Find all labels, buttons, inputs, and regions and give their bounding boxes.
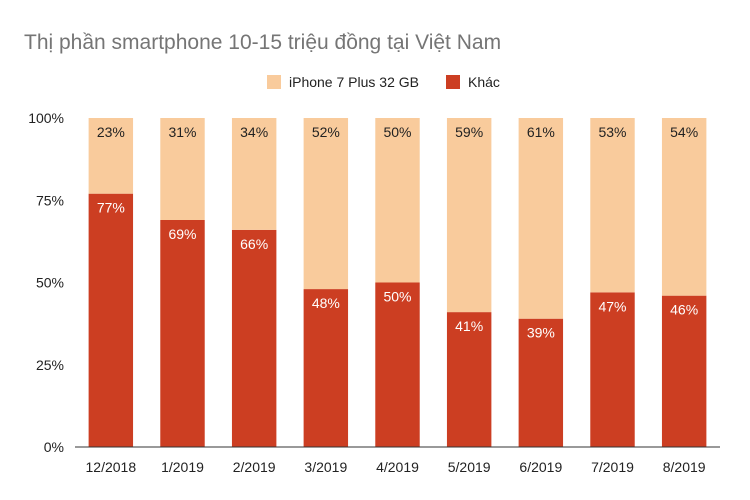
bar-segment <box>160 118 205 220</box>
y-tick-label: 75% <box>36 192 64 208</box>
data-label: 66% <box>240 236 268 252</box>
legend-label: Khác <box>468 74 500 90</box>
data-label: 54% <box>670 124 698 140</box>
bar-segment <box>446 118 492 313</box>
data-label: 53% <box>598 124 626 140</box>
bar-segment <box>446 312 492 447</box>
data-label: 59% <box>455 124 483 140</box>
bar-segment <box>231 229 277 447</box>
x-tick-label: 3/2019 <box>304 459 347 475</box>
x-tick-label: 7/2019 <box>591 459 634 475</box>
data-label: 50% <box>383 124 411 140</box>
y-tick-label: 25% <box>36 357 64 373</box>
bar-segment <box>88 118 134 194</box>
data-label: 52% <box>312 124 340 140</box>
bar-segment <box>661 295 707 447</box>
data-label: 50% <box>383 289 411 305</box>
data-label: 48% <box>312 295 340 311</box>
y-tick-label: 100% <box>28 110 64 126</box>
x-tick-label: 12/2018 <box>86 459 137 475</box>
y-tick-label: 50% <box>36 275 64 291</box>
data-label: 69% <box>168 226 196 242</box>
bars: 77% 23% 69% 31% 66% 34% 48% 52% 50% 50% 41% 59% 39% 6… <box>88 118 707 447</box>
y-axis: 0% 25% 50% 75% 100% <box>28 110 64 455</box>
bar-segment <box>303 289 349 447</box>
bar-segment <box>518 118 564 319</box>
bar-segment <box>590 118 635 293</box>
bar-segment <box>160 219 205 447</box>
bar-segment <box>375 118 420 283</box>
legend-swatch <box>446 75 460 89</box>
bar-segment <box>518 318 564 447</box>
bar-segment <box>88 193 134 447</box>
x-tick-label: 2/2019 <box>233 459 276 475</box>
x-tick-label: 6/2019 <box>519 459 562 475</box>
data-label: 31% <box>168 124 196 140</box>
data-label: 46% <box>670 302 698 318</box>
legend-swatch <box>267 75 281 89</box>
data-label: 41% <box>455 318 483 334</box>
x-axis: 12/2018 1/2019 2/2019 3/2019 4/2019 5/2019 6/2… <box>75 446 720 475</box>
legend: iPhone 7 Plus 32 GB Khác <box>267 74 500 90</box>
y-tick-label: 0% <box>44 439 64 455</box>
data-label: 39% <box>527 325 555 341</box>
x-tick-label: 1/2019 <box>161 459 204 475</box>
chart-title: Thị phần smartphone 10-15 triệu đồng tại… <box>24 31 501 54</box>
data-label: 34% <box>240 124 268 140</box>
data-label: 23% <box>97 124 125 140</box>
data-label: 61% <box>527 124 555 140</box>
bar-segment <box>590 292 635 447</box>
bar-segment <box>661 118 707 296</box>
bar-segment <box>375 282 420 447</box>
x-tick-label: 4/2019 <box>376 459 419 475</box>
data-label: 47% <box>598 298 626 314</box>
data-label: 77% <box>97 200 125 216</box>
bar-segment <box>303 118 349 290</box>
bar-segment <box>231 118 277 230</box>
legend-label: iPhone 7 Plus 32 GB <box>289 74 419 90</box>
x-tick-label: 5/2019 <box>448 459 491 475</box>
x-tick-label: 8/2019 <box>663 459 706 475</box>
